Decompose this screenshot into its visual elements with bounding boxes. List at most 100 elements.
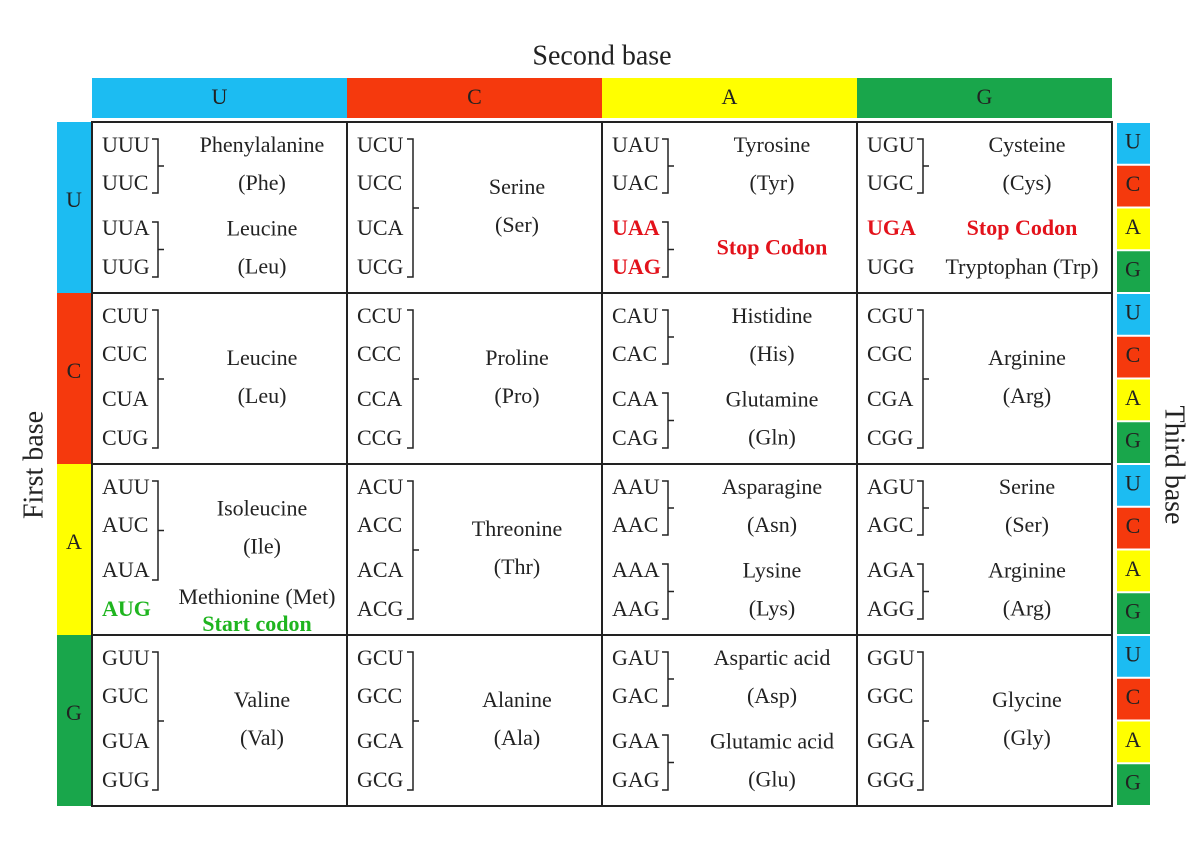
codon: AUA (102, 557, 150, 582)
codon: AAU (612, 474, 660, 499)
codon: AAC (612, 512, 658, 537)
amino-acid-name: Glutamine (726, 387, 819, 412)
codon: GCC (357, 683, 402, 708)
amino-acid-abbr: (Glu) (748, 767, 796, 792)
codon: CGA (867, 386, 914, 411)
third-base-cell (1117, 123, 1150, 164)
second-base-letter: A (722, 84, 738, 109)
codon: UCC (357, 170, 402, 195)
third-base-letter: G (1125, 428, 1141, 453)
codon: GGA (867, 728, 915, 753)
amino-acid-name: Alanine (482, 687, 552, 712)
codon: UAA (612, 215, 660, 240)
amino-acid-abbr: (Tyr) (750, 170, 795, 195)
codon: GAU (612, 645, 660, 670)
codon: UUU (102, 132, 150, 157)
codon: AUU (102, 474, 150, 499)
codon: ACA (357, 557, 404, 582)
amino-acid-abbr: (Lys) (749, 596, 795, 621)
codon: AUG (102, 596, 151, 621)
amino-acid-abbr: (Gly) (1003, 725, 1051, 750)
codon: CAA (612, 386, 659, 411)
amino-acid-abbr: (Cys) (1003, 170, 1052, 195)
codon: UAG (612, 254, 661, 279)
third-base-cell (1117, 507, 1150, 549)
amino-acid-abbr: (His) (749, 341, 794, 366)
codon: UGC (867, 170, 913, 195)
bracket (917, 309, 929, 449)
codon: UUG (102, 254, 150, 279)
amino-acid-abbr: (Asp) (747, 683, 797, 708)
first-base-cell (57, 293, 92, 464)
codon: UUA (102, 215, 150, 240)
amino-acid-abbr: (Phe) (238, 170, 286, 195)
third-base-letter: C (1126, 171, 1141, 196)
amino-acid-abbr: (Ile) (243, 533, 281, 558)
amino-acid-name: Leucine (227, 345, 298, 370)
codon: CCG (357, 425, 402, 450)
amino-acid-name: Arginine (988, 558, 1066, 583)
first-base-letter: G (66, 700, 82, 725)
codon: UGA (867, 215, 916, 240)
bracket (407, 651, 419, 791)
codon: CUU (102, 303, 149, 328)
amino-acid-abbr: (Ser) (495, 212, 539, 237)
first-base-letter: U (66, 187, 82, 212)
bracket (662, 651, 674, 707)
amino-acid-name: Phenylalanine (200, 132, 325, 157)
second-base-letter: C (467, 84, 482, 109)
amino-acid-name: Aspartic acid (714, 645, 831, 670)
bracket (407, 480, 419, 620)
amino-acid-name: Serine (999, 474, 1055, 499)
third-base-cell (1117, 465, 1150, 506)
codon: UUC (102, 170, 148, 195)
first-base-cell (57, 464, 92, 635)
codon: UCA (357, 215, 404, 240)
bracket (152, 138, 164, 194)
bracket (407, 309, 419, 449)
amino-acid-abbr: (Thr) (494, 554, 540, 579)
codon: CUC (102, 341, 147, 366)
bracket (152, 221, 164, 278)
codon: CAG (612, 425, 659, 450)
codon: CAU (612, 303, 659, 328)
bracket (917, 480, 929, 536)
amino-acid-name: Cysteine (989, 132, 1066, 157)
third-base-letter: C (1126, 342, 1141, 367)
third-base-cell (1117, 636, 1150, 677)
third-base-letter: U (1125, 128, 1141, 153)
third-base-cell (1117, 550, 1150, 592)
third-base-cell (1117, 721, 1150, 763)
third-base-letter: A (1125, 727, 1141, 752)
codon: GGU (867, 645, 915, 670)
amino-acid-name: Methionine (Met) (178, 584, 335, 609)
codon: CCC (357, 341, 401, 366)
codon: CCU (357, 303, 402, 328)
first-base-letter: A (66, 529, 82, 554)
codon: GAC (612, 683, 658, 708)
third-base-title: Third base (1159, 406, 1190, 525)
codon: ACU (357, 474, 404, 499)
first-base-cell (57, 635, 92, 806)
amino-acid-abbr: (Ala) (494, 725, 540, 750)
amino-acid-abbr: (Val) (240, 725, 284, 750)
codon: AUC (102, 512, 148, 537)
amino-acid-name: Stop Codon (967, 215, 1078, 240)
amino-acid-name: Threonine (472, 516, 562, 541)
codon: CGG (867, 425, 914, 450)
codon: UCU (357, 132, 404, 157)
codon: UCG (357, 254, 404, 279)
amino-acid-abbr: (Asn) (747, 512, 797, 537)
codon: CUG (102, 425, 149, 450)
third-base-cell (1117, 678, 1150, 720)
third-base-letter: C (1126, 684, 1141, 709)
codon: GCG (357, 767, 404, 792)
third-base-letter: A (1125, 385, 1141, 410)
amino-acid-name: Valine (234, 687, 290, 712)
codon: GAG (612, 767, 660, 792)
second-base-letter: U (212, 84, 228, 109)
bracket (407, 138, 419, 278)
third-base-letter: U (1125, 470, 1141, 495)
codon: AGG (867, 596, 915, 621)
